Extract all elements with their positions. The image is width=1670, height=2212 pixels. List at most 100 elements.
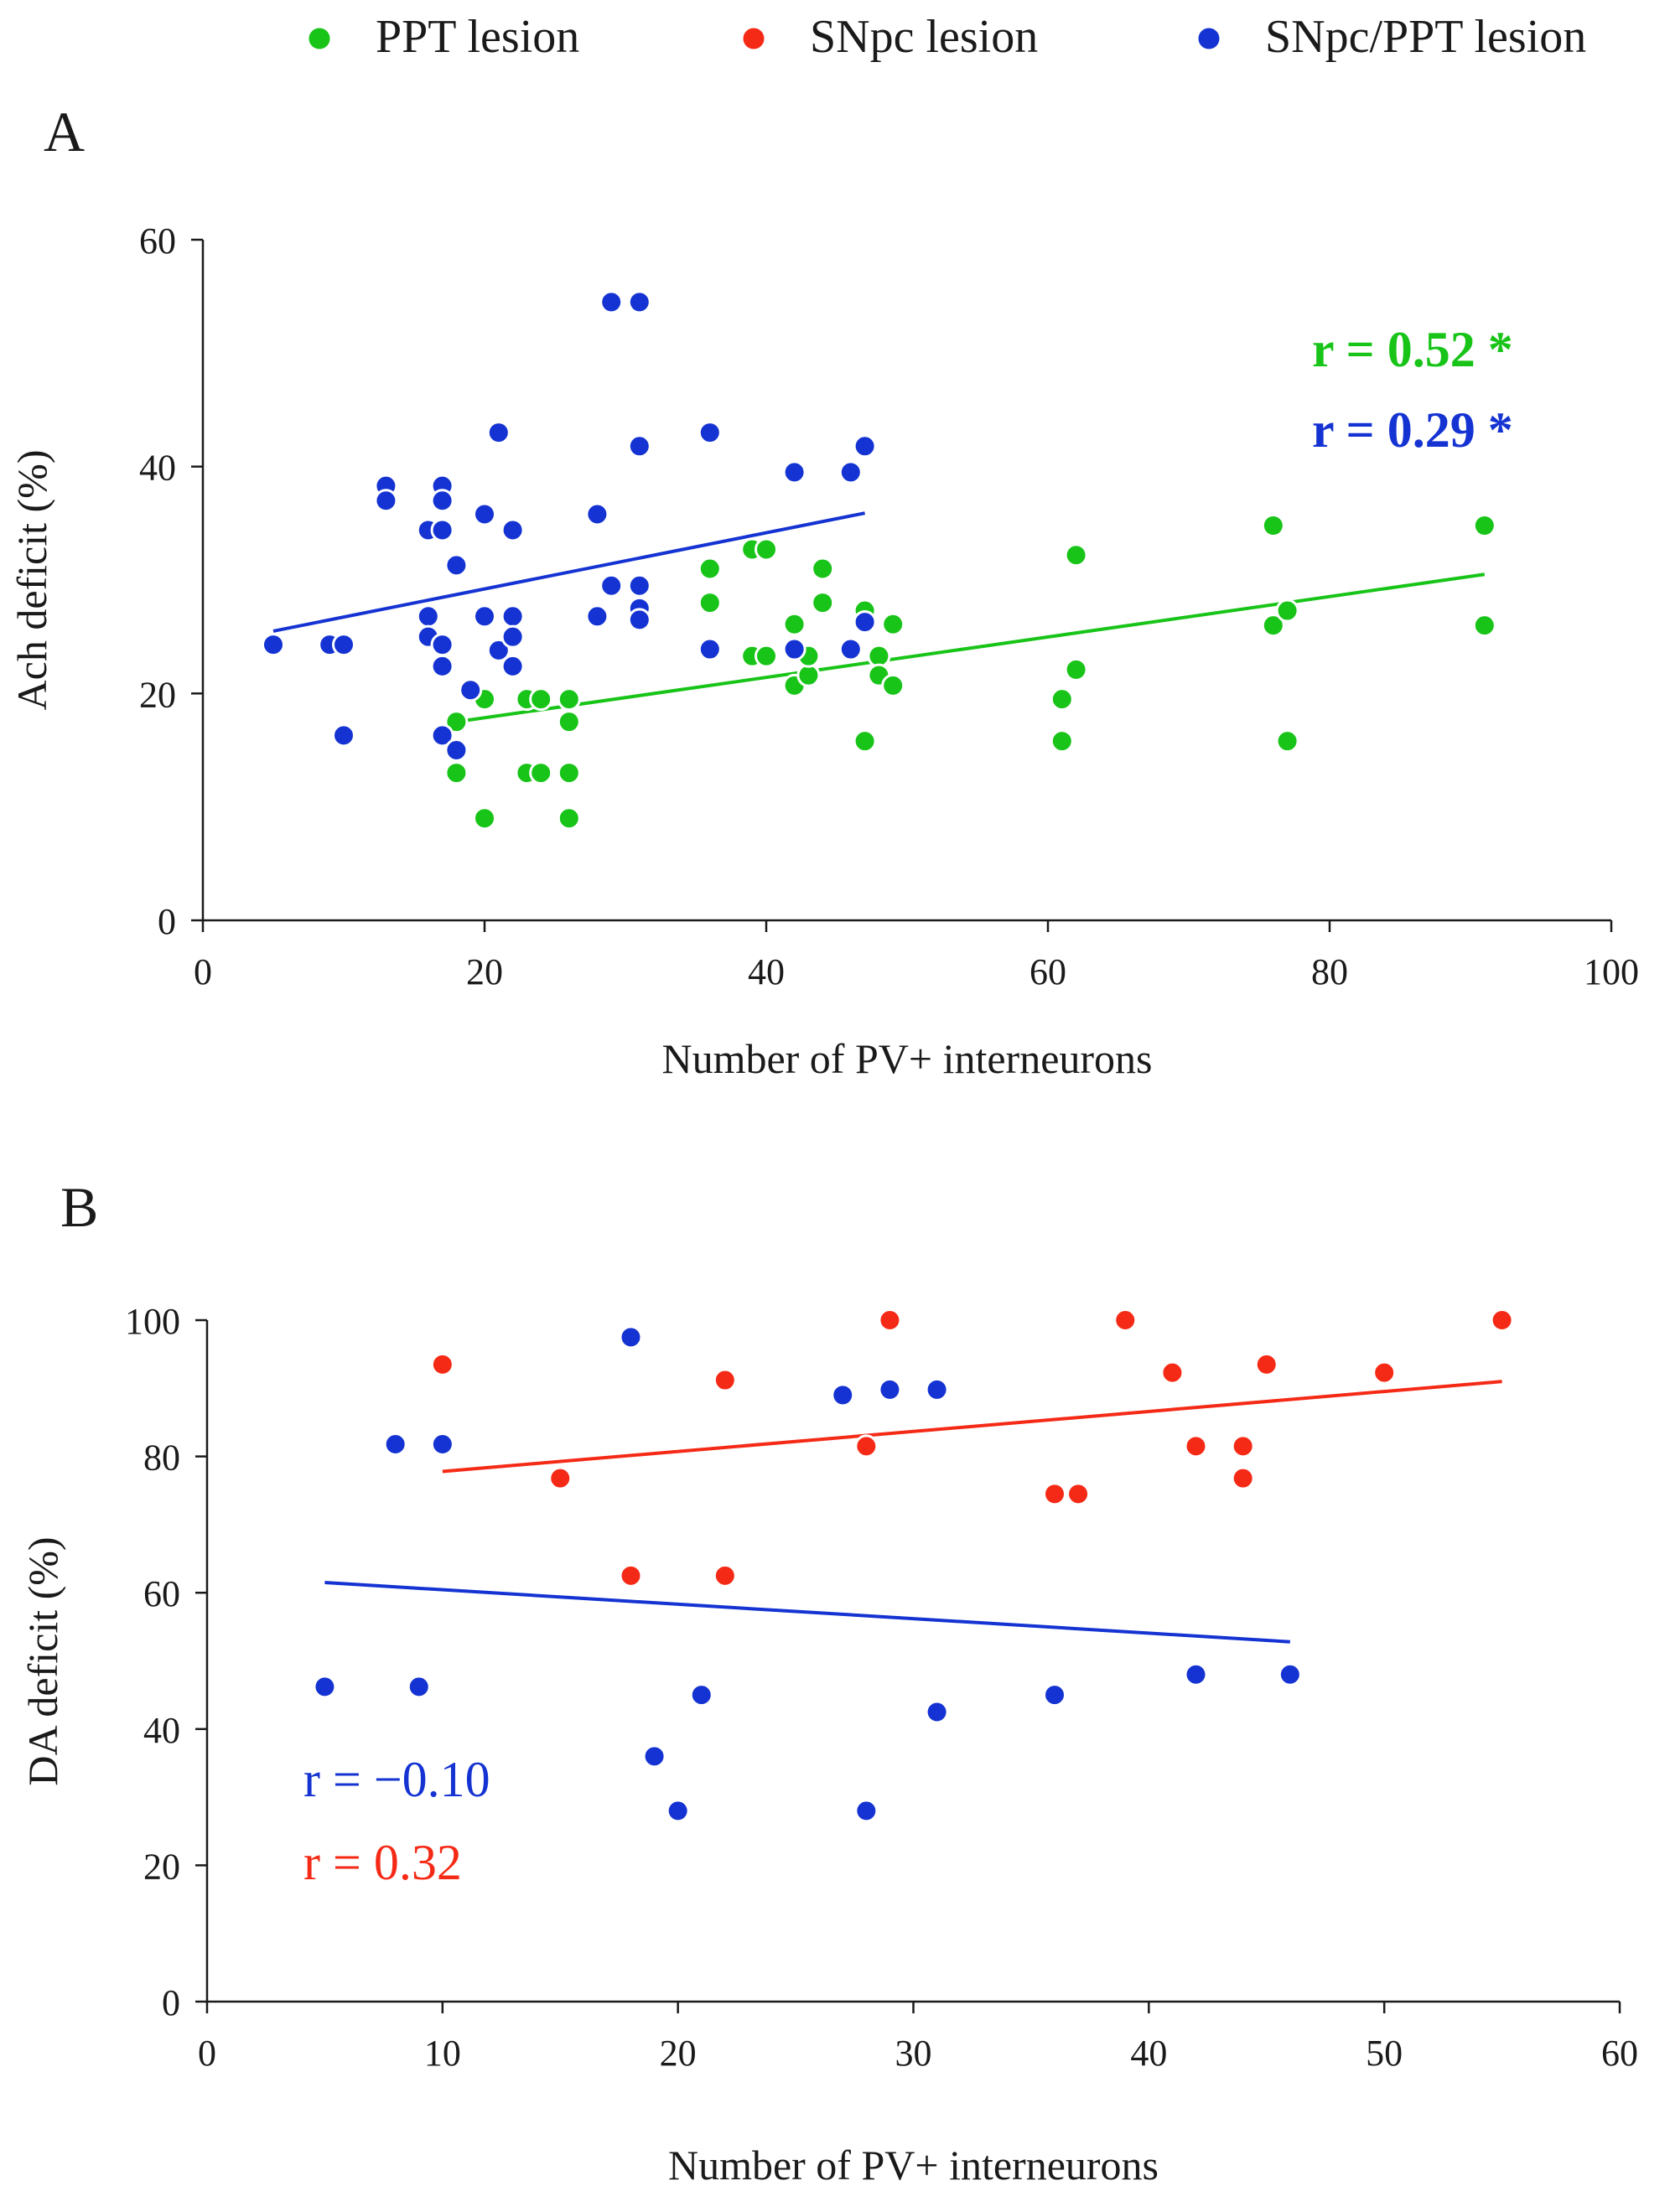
legend-marker-ppt <box>306 25 333 52</box>
panel-b-point-snpc-ppt-lesion <box>666 1799 690 1823</box>
panel-a-point-snpc-ppt-lesion <box>585 502 609 526</box>
panel-a-point-ppt-lesion <box>1064 657 1088 681</box>
panel-a-point-ppt-lesion <box>473 806 496 831</box>
panel-a-point-snpc-ppt-lesion <box>853 434 877 458</box>
panel-a-letter: A <box>44 100 85 163</box>
panel-a-point-snpc-ppt-lesion <box>782 637 806 661</box>
panel-b-x-tick-label: 40 <box>1130 2033 1167 2074</box>
panel-b-plot: 0 20 40 60 80 100 0 10 20 30 40 50 60 Number of PV+ i… <box>19 1301 1638 2189</box>
panel-a-point-ppt-lesion <box>1275 598 1299 623</box>
panel-b-point-snpc-lesion <box>1066 1482 1091 1506</box>
panel-b-x-tick-label: 30 <box>895 2033 932 2074</box>
panel-b-point-snpc-ppt-lesion <box>407 1675 431 1699</box>
panel-b-point-snpc-lesion <box>878 1308 902 1332</box>
panel-b-point-snpc-ppt-lesion <box>642 1744 666 1769</box>
panel-a-point-snpc-ppt-lesion <box>486 421 511 445</box>
panel-a-point-ppt-lesion <box>1064 543 1088 567</box>
panel-b-r-label-snpc-lesion: r = 0.32 <box>303 1835 462 1890</box>
panel-b-y-tick-label: 100 <box>125 1301 180 1342</box>
legend-marker-snpc-ppt <box>1195 25 1222 52</box>
panel-b-point-snpc-lesion <box>1254 1352 1278 1376</box>
panel-a-point-ppt-lesion <box>557 761 581 785</box>
panel-b-x-tick-label: 20 <box>660 2033 697 2074</box>
panel-b-x-tick-label: 60 <box>1601 2033 1638 2074</box>
panel-b-point-snpc-ppt-lesion <box>831 1383 855 1407</box>
panel-a-point-ppt-lesion <box>698 557 722 581</box>
panel-b-fit-line-snpc-ppt-lesion <box>324 1581 1290 1644</box>
panel-a-point-ppt-lesion <box>529 687 553 712</box>
panel-a-point-snpc-ppt-lesion <box>262 633 285 657</box>
panel-a-point-ppt-lesion <box>557 806 581 831</box>
panel-a-point-ppt-lesion <box>867 644 891 668</box>
panel-b-point-snpc-ppt-lesion <box>1278 1662 1302 1686</box>
panel-b-point-snpc-lesion <box>548 1466 573 1490</box>
panel-a-point-snpc-ppt-lesion <box>599 290 624 314</box>
panel-a-point-ppt-lesion <box>881 673 905 697</box>
panel-a-point-snpc-ppt-lesion <box>430 723 454 748</box>
panel-b-x-tick-label: 50 <box>1366 2033 1403 2074</box>
panel-a-point-snpc-ppt-lesion <box>627 434 651 458</box>
panel-b-point-snpc-lesion <box>1490 1308 1514 1332</box>
panel-a-point-ppt-lesion <box>796 663 821 687</box>
panel-a-point-snpc-ppt-lesion <box>444 738 469 762</box>
panel-a-point-ppt-lesion <box>853 729 877 754</box>
panel-a-plot: 0 20 40 60 0 20 40 60 80 100 Number of PV+ interne… <box>8 220 1639 1082</box>
panel-b-point-snpc-lesion <box>854 1434 879 1458</box>
panel-a-point-snpc-ppt-lesion <box>332 723 355 748</box>
legend-label-ppt: PPT lesion <box>376 11 579 63</box>
panel-a-x-tick-label: 60 <box>1029 951 1066 992</box>
panel-b-x-tick-label: 0 <box>198 2033 216 2074</box>
panel-a-point-snpc-ppt-lesion <box>500 604 525 629</box>
panel-b-point-snpc-lesion <box>619 1563 643 1588</box>
panel-a-r-label-ppt-lesion: r = 0.52 * <box>1312 322 1513 377</box>
panel-a-point-snpc-ppt-lesion <box>430 489 454 513</box>
panel-a-point-ppt-lesion <box>782 612 806 636</box>
legend-marker-snpc <box>740 25 767 52</box>
panel-a-point-ppt-lesion <box>1275 729 1299 754</box>
panel-b-fit-line-snpc-lesion <box>442 1380 1502 1474</box>
panel-a-point-snpc-ppt-lesion <box>500 654 525 678</box>
panel-b-point-snpc-lesion <box>1231 1434 1255 1458</box>
panel-b-point-snpc-lesion <box>1231 1466 1255 1490</box>
panel-b-point-snpc-ppt-lesion <box>383 1432 407 1456</box>
panel-b-point-snpc-ppt-lesion <box>313 1675 337 1699</box>
panel-b-x-label: Number of PV+ interneurons <box>668 2142 1159 2189</box>
panel-a-point-ppt-lesion <box>755 537 778 562</box>
panel-a-fit-line-ppt-lesion <box>456 572 1486 724</box>
panel-a-point-snpc-ppt-lesion <box>838 637 863 661</box>
panel-b-letter: B <box>60 1175 98 1239</box>
panel-a-point-snpc-ppt-lesion <box>627 608 651 632</box>
panel-b-point-snpc-ppt-lesion <box>619 1325 643 1349</box>
panel-a-point-snpc-ppt-lesion <box>444 553 469 578</box>
panel-a-point-ppt-lesion <box>1050 687 1074 712</box>
panel-b-y-label: DA deficit (%) <box>19 1536 66 1785</box>
panel-a-y-label: Ach deficit (%) <box>8 450 55 711</box>
panel-a-y-tick-label: 60 <box>139 220 176 262</box>
panel-b-x-tick-label: 10 <box>424 2033 461 2074</box>
panel-b-r-label-snpc-ppt-lesion: r = −0.10 <box>303 1752 490 1807</box>
panel-a-point-ppt-lesion <box>698 591 722 615</box>
panel-b-y-tick-label: 0 <box>162 1982 180 2023</box>
panel-b-point-snpc-lesion <box>1184 1434 1208 1458</box>
panel-b-point-snpc-ppt-lesion <box>430 1432 454 1456</box>
panel-a-point-snpc-ppt-lesion <box>374 489 398 513</box>
panel-b-point-snpc-lesion <box>1372 1360 1397 1385</box>
panel-a-point-snpc-ppt-lesion <box>627 573 651 598</box>
panel-a-point-snpc-ppt-lesion <box>853 610 877 635</box>
panel-b-point-snpc-ppt-lesion <box>1043 1683 1066 1707</box>
panel-a-point-ppt-lesion <box>1050 729 1074 754</box>
panel-a-x-tick-label: 0 <box>194 951 212 992</box>
panel-b-point-snpc-ppt-lesion <box>1184 1662 1208 1686</box>
panel-a-x-tick-label: 100 <box>1584 951 1639 992</box>
panel-b-point-snpc-ppt-lesion <box>689 1683 713 1707</box>
panel-b-point-snpc-lesion <box>1043 1482 1066 1506</box>
panel-a-x-tick-label: 20 <box>466 951 503 992</box>
panel-b-y-tick-label: 60 <box>143 1573 180 1614</box>
panel-a-x-tick-label: 80 <box>1311 951 1348 992</box>
panel-a-y-tick-label: 0 <box>158 901 176 942</box>
panel-a-point-snpc-ppt-lesion <box>698 637 722 661</box>
panel-a-point-ppt-lesion <box>1472 514 1496 538</box>
panel-b-point-snpc-lesion <box>713 1563 737 1588</box>
legend-label-snpc: SNpc lesion <box>810 11 1038 63</box>
